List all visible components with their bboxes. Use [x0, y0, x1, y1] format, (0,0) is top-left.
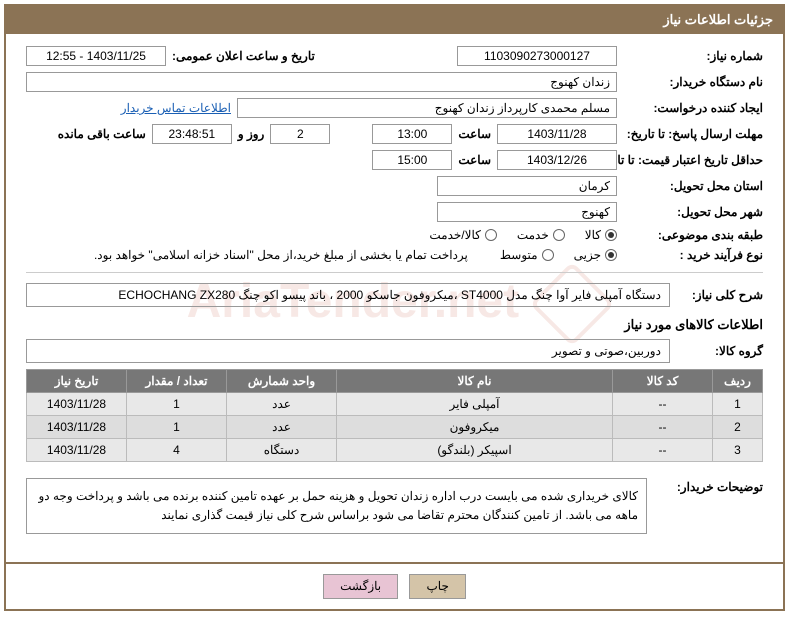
radio-minor-label: جزیی [574, 248, 601, 262]
table-cell: -- [613, 439, 713, 462]
row-requester: ایجاد کننده درخواست: مسلم محمدی کارپرداز… [26, 98, 763, 118]
table-cell: عدد [227, 393, 337, 416]
row-need-number: شماره نیاز: 1103090273000127 تاریخ و ساع… [26, 46, 763, 66]
goods-group-label: گروه کالا: [676, 344, 763, 358]
button-bar: چاپ بازگشت [6, 562, 783, 609]
contact-link[interactable]: اطلاعات تماس خریدار [121, 101, 231, 115]
table-row: 3--اسپیکر (بلندگو)دستگاه41403/11/28 [27, 439, 763, 462]
goods-table: ردیف کد کالا نام کالا واحد شمارش تعداد /… [26, 369, 763, 462]
need-number-field: 1103090273000127 [457, 46, 617, 66]
th-name: نام کالا [337, 370, 613, 393]
table-cell: اسپیکر (بلندگو) [337, 439, 613, 462]
table-cell: 1 [127, 393, 227, 416]
row-goods-group: گروه کالا: دوربین،صوتی و تصویر [26, 339, 763, 363]
table-cell: دستگاه [227, 439, 337, 462]
radio-both-label: کالا/خدمت [429, 228, 480, 242]
radio-goods[interactable] [605, 229, 617, 241]
radio-item-goods[interactable]: کالا [585, 228, 617, 242]
time-label-2: ساعت [458, 153, 491, 167]
row-city: شهر محل تحویل: کهنوج [26, 202, 763, 222]
table-cell: عدد [227, 416, 337, 439]
response-deadline-label: مهلت ارسال پاسخ: تا تاریخ: [623, 127, 763, 141]
table-cell: -- [613, 416, 713, 439]
announce-date-label: تاریخ و ساعت اعلان عمومی: [172, 49, 315, 63]
th-row: ردیف [713, 370, 763, 393]
response-time-field: 13:00 [372, 124, 452, 144]
print-button[interactable]: چاپ [409, 574, 465, 599]
th-date: تاریخ نیاز [27, 370, 127, 393]
row-validity: حداقل تاریخ اعتبار قیمت: تا تاریخ: 1403/… [26, 150, 763, 170]
payment-note: پرداخت تمام یا بخشی از مبلغ خرید،از محل … [94, 248, 468, 262]
category-label: طبقه بندی موضوعی: [623, 228, 763, 242]
radio-minor[interactable] [605, 249, 617, 261]
requester-label: ایجاد کننده درخواست: [623, 101, 763, 115]
row-province: استان محل تحویل: کرمان [26, 176, 763, 196]
buyer-note-label: توضیحات خریدار: [653, 472, 763, 494]
table-cell: آمپلی فایر [337, 393, 613, 416]
requester-field: مسلم محمدی کارپرداز زندان کهنوج [237, 98, 617, 118]
row-response-deadline: مهلت ارسال پاسخ: تا تاریخ: 1403/11/28 سا… [26, 124, 763, 144]
validity-time-field: 15:00 [372, 150, 452, 170]
table-cell: 4 [127, 439, 227, 462]
table-cell: 1403/11/28 [27, 416, 127, 439]
category-radio-group: کالا خدمت کالا/خدمت [429, 228, 617, 242]
panel-title: جزئیات اطلاعات نیاز [6, 6, 783, 34]
buyer-note-field: کالای خریداری شده می بایست درب اداره زند… [26, 478, 647, 534]
table-cell: میکروفون [337, 416, 613, 439]
th-qty: تعداد / مقدار [127, 370, 227, 393]
city-label: شهر محل تحویل: [623, 205, 763, 219]
announce-date-field: 1403/11/25 - 12:55 [26, 46, 166, 66]
radio-medium[interactable] [542, 249, 554, 261]
purchase-type-label: نوع فرآیند خرید : [623, 248, 763, 262]
purchase-type-radio-group: جزیی متوسط [500, 248, 617, 262]
main-panel: جزئیات اطلاعات نیاز AriaTender.net شماره… [4, 4, 785, 611]
need-number-label: شماره نیاز: [623, 49, 763, 63]
description-field: دستگاه آمپلی فایر آوا چنگ مدل ST4000 ،می… [26, 283, 670, 307]
row-buyer-org: نام دستگاه خریدار: زندان کهنوج [26, 72, 763, 92]
radio-medium-label: متوسط [500, 248, 538, 262]
table-cell: 1 [127, 416, 227, 439]
table-row: 1--آمپلی فایرعدد11403/11/28 [27, 393, 763, 416]
th-code: کد کالا [613, 370, 713, 393]
days-remaining-field: 2 [270, 124, 330, 144]
radio-service-label: خدمت [517, 228, 549, 242]
goods-section-title: اطلاعات کالاهای مورد نیاز [26, 317, 763, 333]
radio-item-service[interactable]: خدمت [517, 228, 565, 242]
radio-item-minor[interactable]: جزیی [574, 248, 617, 262]
table-cell: 1403/11/28 [27, 393, 127, 416]
row-category: طبقه بندی موضوعی: کالا خدمت کالا/خدمت [26, 228, 763, 242]
radio-both[interactable] [485, 229, 497, 241]
table-cell: 1 [713, 393, 763, 416]
radio-goods-label: کالا [585, 228, 601, 242]
row-description: شرح کلی نیاز: دستگاه آمپلی فایر آوا چنگ … [26, 283, 763, 307]
radio-item-both[interactable]: کالا/خدمت [429, 228, 496, 242]
table-cell: 2 [713, 416, 763, 439]
response-date-field: 1403/11/28 [497, 124, 617, 144]
buyer-org-label: نام دستگاه خریدار: [623, 75, 763, 89]
back-button[interactable]: بازگشت [323, 574, 398, 599]
radio-service[interactable] [553, 229, 565, 241]
description-label: شرح کلی نیاز: [676, 288, 763, 302]
city-field: کهنوج [437, 202, 617, 222]
remaining-label: ساعت باقی مانده [58, 127, 146, 141]
countdown-field: 23:48:51 [152, 124, 232, 144]
panel-body: AriaTender.net شماره نیاز: 1103090273000… [6, 34, 783, 552]
row-buyer-note: توضیحات خریدار: کالای خریداری شده می بای… [26, 472, 763, 534]
row-purchase-type: نوع فرآیند خرید : جزیی متوسط پرداخت تمام… [26, 248, 763, 262]
table-cell: 3 [713, 439, 763, 462]
province-field: کرمان [437, 176, 617, 196]
validity-date-field: 1403/12/26 [497, 150, 617, 170]
buyer-org-field: زندان کهنوج [26, 72, 617, 92]
table-row: 2--میکروفونعدد11403/11/28 [27, 416, 763, 439]
table-header-row: ردیف کد کالا نام کالا واحد شمارش تعداد /… [27, 370, 763, 393]
table-cell: -- [613, 393, 713, 416]
validity-label: حداقل تاریخ اعتبار قیمت: تا تاریخ: [623, 153, 763, 167]
radio-item-medium[interactable]: متوسط [500, 248, 554, 262]
province-label: استان محل تحویل: [623, 179, 763, 193]
th-unit: واحد شمارش [227, 370, 337, 393]
days-label: روز و [238, 127, 265, 141]
time-label-1: ساعت [458, 127, 491, 141]
table-cell: 1403/11/28 [27, 439, 127, 462]
goods-group-field: دوربین،صوتی و تصویر [26, 339, 670, 363]
